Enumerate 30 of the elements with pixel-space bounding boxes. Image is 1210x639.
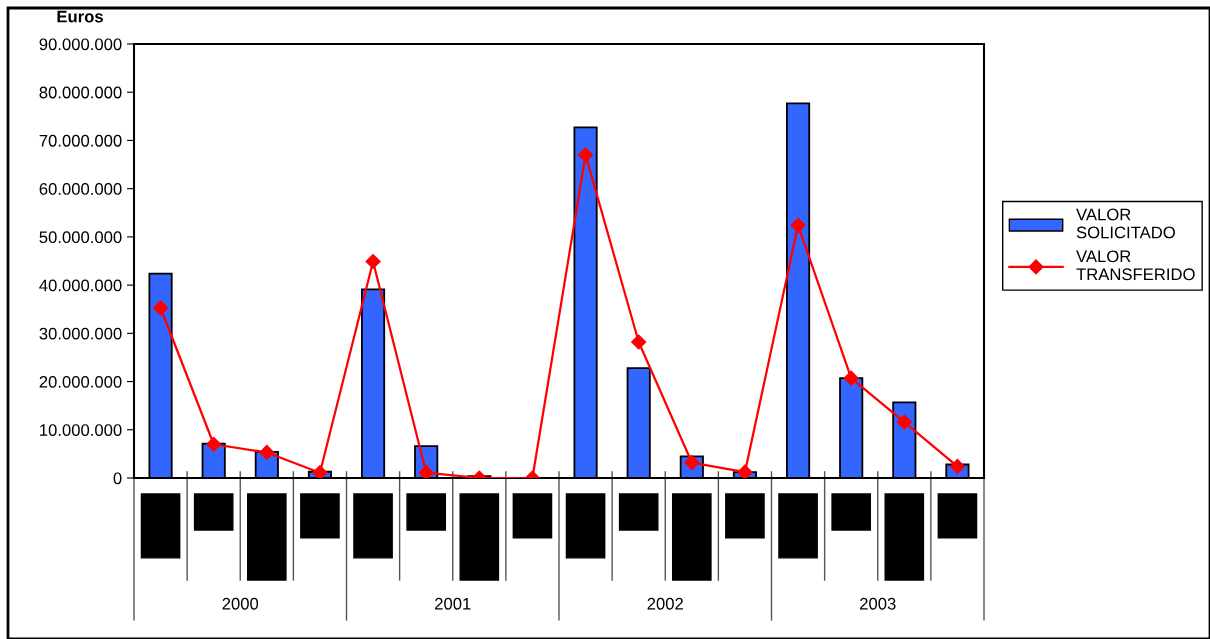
text: 2003 xyxy=(860,597,896,610)
legend-label: VALOR TRANSFERIDO xyxy=(1076,250,1195,281)
y-tick-label: 50.000.000 xyxy=(39,231,122,244)
point xyxy=(312,465,328,478)
point xyxy=(631,334,647,350)
y-tick-label: 90.000.000 xyxy=(39,38,122,51)
point xyxy=(152,300,169,316)
y-tick-label: 70.000.000 xyxy=(39,134,122,147)
y-tick-label: 0 xyxy=(113,472,122,485)
point xyxy=(577,147,594,163)
legend-label: VALOR SOLICITADO xyxy=(1076,208,1175,239)
y-tick-label: 80.000.000 xyxy=(39,86,122,99)
y-tick-label: 60.000.000 xyxy=(39,183,122,195)
point xyxy=(737,464,753,478)
point xyxy=(843,370,859,386)
y-tick-label: 30.000.000 xyxy=(39,327,122,340)
y-tick-label: 10.000.000 xyxy=(40,424,122,436)
point xyxy=(418,465,434,478)
point xyxy=(206,436,222,452)
text: 2002 xyxy=(647,597,683,610)
y-tick-label: 40.000.000 xyxy=(39,279,122,292)
y-axis-title: Euros xyxy=(57,10,103,23)
point xyxy=(949,458,966,474)
point xyxy=(896,414,912,430)
y-tick-label: 20.000.000 xyxy=(39,375,122,388)
text: 2001 xyxy=(435,597,471,610)
point xyxy=(790,217,806,233)
point xyxy=(365,253,381,270)
text: 2000 xyxy=(222,597,259,610)
point xyxy=(259,444,275,461)
